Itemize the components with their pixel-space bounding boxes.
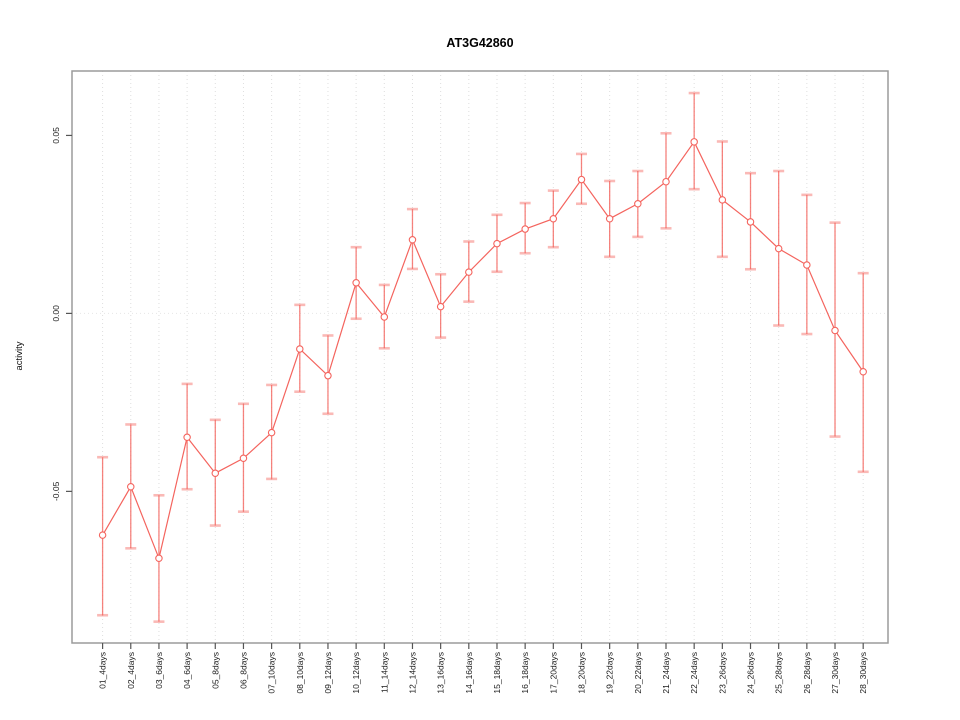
x-tick-label: 17_20days <box>548 652 558 694</box>
error-bars <box>97 91 869 623</box>
y-tick-label: 0.05 <box>51 127 61 144</box>
data-point-marker <box>239 454 248 463</box>
data-point-marker <box>493 239 501 248</box>
x-tick-label: 05_8days <box>210 652 220 689</box>
x-tick-label: 22_24days <box>689 652 699 694</box>
x-tick-label: 06_8days <box>238 652 248 689</box>
y-tick-label: 0.00 <box>51 305 61 322</box>
x-tick-label: 14_16days <box>464 652 474 694</box>
x-tick-label: 09_12days <box>323 652 333 694</box>
x-tick-label: 04_6days <box>182 652 192 689</box>
data-point-marker <box>296 345 304 353</box>
data-point-marker <box>183 433 191 442</box>
data-point-marker <box>267 428 276 437</box>
data-point-marker <box>155 554 163 563</box>
data-point-marker <box>127 482 135 491</box>
data-point-marker <box>98 531 107 539</box>
data-point-marker <box>831 326 839 335</box>
data-point-marker <box>465 268 473 276</box>
x-tick-label: 23_26days <box>717 652 727 694</box>
x-tick-label: 19_22days <box>605 652 615 694</box>
data-point-marker <box>718 196 727 204</box>
x-tick-label: 24_26days <box>746 652 756 694</box>
data-point-marker <box>746 218 755 226</box>
series-line <box>102 140 864 561</box>
x-tick-label: 12_14days <box>407 652 417 694</box>
x-tick-label: 07_10days <box>267 652 277 694</box>
x-tick-label: 08_10days <box>295 652 305 694</box>
x-tick-label: 16_18days <box>520 652 530 694</box>
data-point-marker <box>549 214 558 223</box>
x-tick-label: 21_24days <box>661 652 671 694</box>
data-point-marker <box>324 371 332 380</box>
x-tick-label: 26_28days <box>802 652 812 694</box>
data-point-marker <box>352 279 360 287</box>
x-tick-label: 11_14days <box>379 652 389 693</box>
axis-ticks <box>66 134 864 649</box>
x-tick-label: 13_16days <box>436 652 446 694</box>
x-tick-label: 27_30days <box>830 652 840 694</box>
x-tick-label: 03_6days <box>154 652 164 689</box>
data-point-marker <box>521 225 529 233</box>
data-point-marker <box>408 235 417 244</box>
data-point-marker <box>859 368 867 376</box>
data-point-marker <box>577 175 586 184</box>
data-point-marker <box>211 469 220 477</box>
data-points <box>98 138 867 563</box>
y-tick-label: -0.05 <box>51 481 61 501</box>
data-point-marker <box>436 302 445 311</box>
data-point-marker <box>774 244 783 253</box>
data-point-marker <box>605 214 614 223</box>
data-point-marker <box>690 138 698 146</box>
gridlines <box>72 71 888 643</box>
x-tick-label: 01_4days <box>98 652 108 689</box>
y-tick-labels: -0.05 0.00 0.05 <box>51 127 61 501</box>
y-axis-label: activity <box>14 341 25 370</box>
x-tick-label: 28_30days <box>858 652 868 694</box>
data-point-marker <box>380 313 389 321</box>
x-tick-label: 02_4days <box>126 652 136 689</box>
x-tick-label: 10_12days <box>351 652 361 694</box>
x-tick-label: 25_28days <box>774 652 784 694</box>
x-tick-label: 15_18days <box>492 652 502 694</box>
data-point-marker <box>662 177 670 186</box>
x-tick-label: 20_22days <box>633 652 643 694</box>
plot-frame <box>71 70 889 644</box>
data-point-marker <box>803 261 811 269</box>
x-tick-label: 18_20days <box>576 652 586 694</box>
x-tick-labels: 01_4days 02_4days 03_6days 04_6days 05_8days… <box>98 652 869 694</box>
chart-title: AT3G42860 <box>446 36 513 50</box>
data-line <box>102 140 864 561</box>
data-point-marker <box>634 200 642 208</box>
plot-border <box>71 70 889 644</box>
